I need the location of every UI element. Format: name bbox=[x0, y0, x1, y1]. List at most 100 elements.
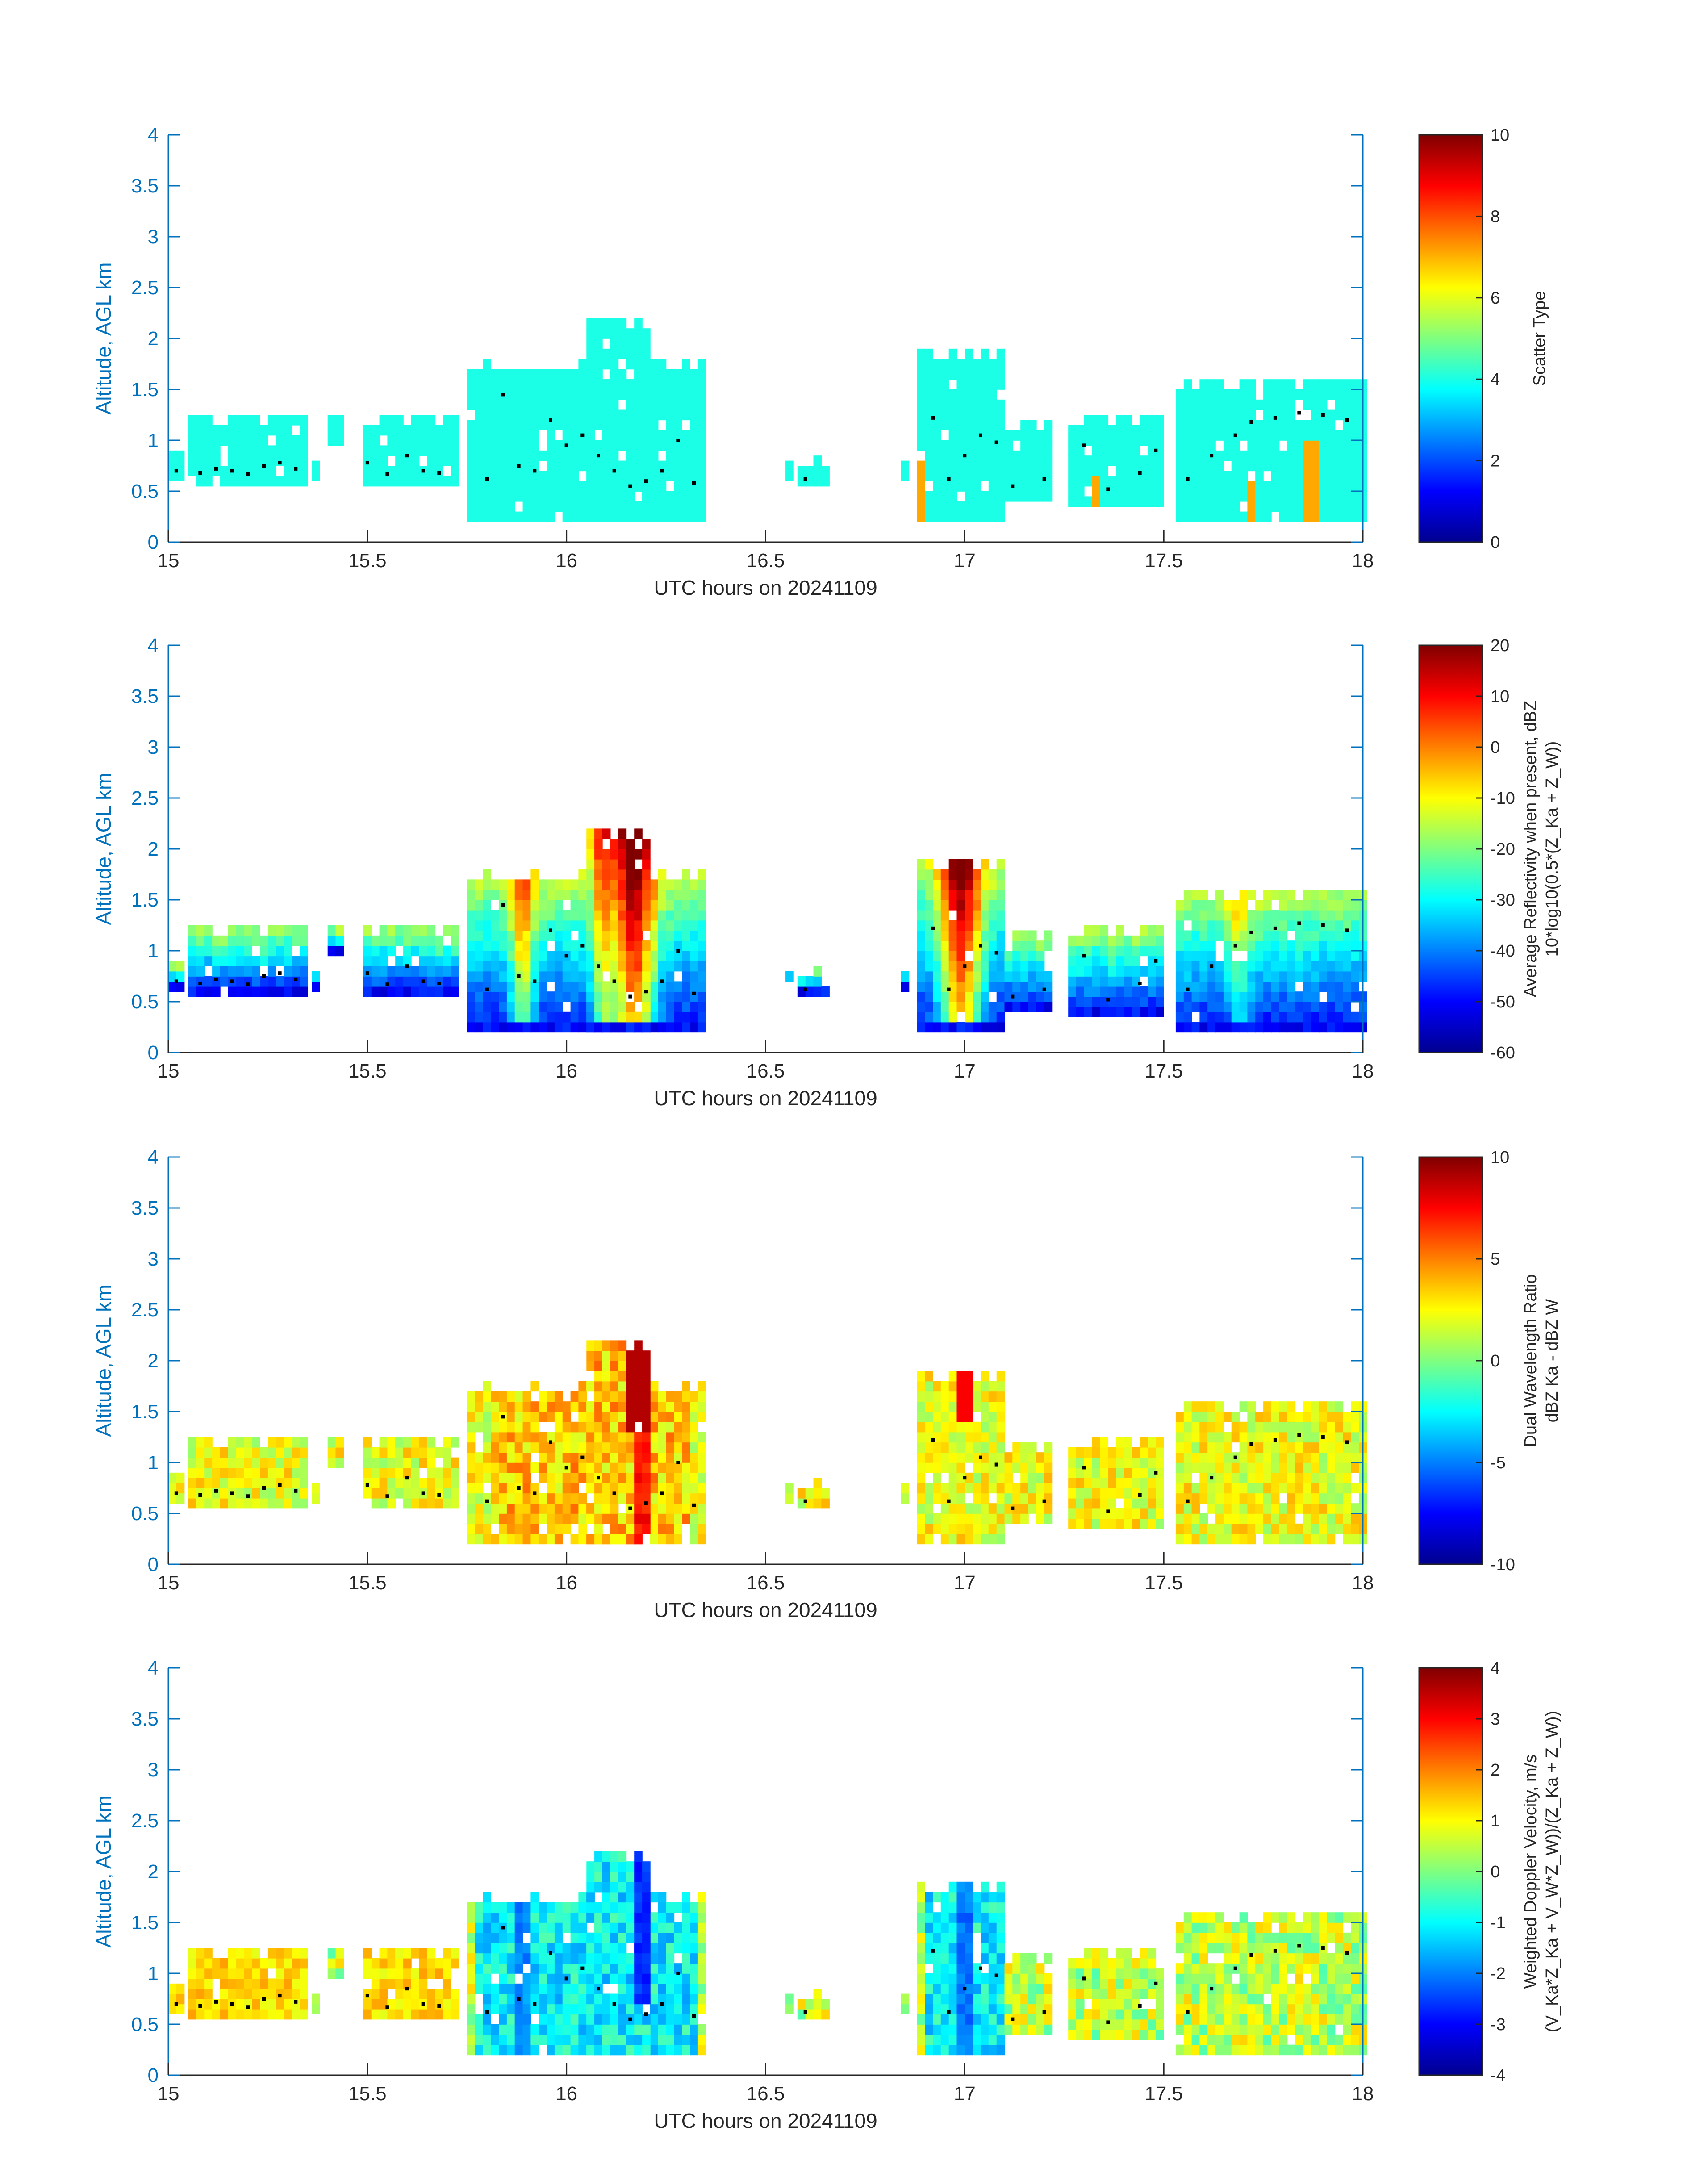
cell bbox=[292, 455, 300, 466]
cell bbox=[658, 1022, 667, 1033]
cell bbox=[204, 945, 213, 957]
cell bbox=[933, 1472, 941, 1483]
cell bbox=[1287, 511, 1296, 522]
cell bbox=[499, 379, 507, 390]
cell bbox=[1327, 1534, 1336, 1545]
cell bbox=[618, 849, 627, 860]
cell bbox=[506, 1922, 515, 1933]
cell bbox=[1012, 460, 1021, 472]
cell bbox=[499, 440, 507, 451]
cell bbox=[1215, 1503, 1224, 1514]
cell bbox=[1271, 501, 1280, 512]
cell bbox=[499, 1483, 507, 1494]
cell bbox=[387, 415, 396, 426]
cell bbox=[1175, 1503, 1184, 1514]
cell bbox=[1319, 450, 1328, 461]
cell bbox=[204, 1488, 213, 1499]
cell bbox=[499, 430, 507, 441]
cell bbox=[642, 430, 651, 441]
cell bbox=[1199, 1534, 1208, 1545]
cell bbox=[387, 935, 396, 946]
cell bbox=[443, 435, 451, 446]
cell bbox=[594, 369, 603, 380]
y-tick-label: 4 bbox=[148, 1146, 159, 1168]
cell bbox=[1351, 460, 1359, 472]
cell bbox=[506, 2034, 515, 2045]
cell bbox=[981, 359, 989, 370]
cell bbox=[1148, 996, 1157, 1007]
cell bbox=[284, 466, 292, 476]
cell bbox=[475, 940, 484, 951]
cell bbox=[522, 379, 531, 390]
cell bbox=[996, 991, 1005, 1002]
cell bbox=[1247, 930, 1256, 941]
cell bbox=[1231, 920, 1240, 931]
cell bbox=[666, 951, 675, 961]
cell bbox=[610, 318, 619, 329]
cell bbox=[690, 961, 698, 972]
cell bbox=[917, 440, 925, 451]
cell bbox=[530, 991, 539, 1002]
cell bbox=[1199, 981, 1208, 992]
cell bbox=[697, 869, 706, 880]
cell bbox=[547, 930, 555, 941]
cell bbox=[901, 981, 910, 992]
cell bbox=[925, 1381, 933, 1392]
cell bbox=[940, 900, 949, 911]
cell bbox=[821, 1488, 830, 1499]
cell bbox=[292, 476, 300, 487]
cell bbox=[1084, 496, 1093, 507]
y-tick-label: 2.5 bbox=[131, 787, 159, 809]
cell bbox=[650, 1483, 659, 1494]
cell bbox=[530, 501, 539, 512]
cell bbox=[419, 1478, 428, 1488]
cell bbox=[917, 501, 925, 512]
melting-layer-point bbox=[421, 979, 425, 983]
cell bbox=[1199, 1412, 1208, 1422]
cell bbox=[1279, 430, 1288, 441]
cell bbox=[1175, 1493, 1184, 1504]
cell bbox=[1004, 981, 1013, 992]
cell bbox=[594, 501, 603, 512]
cell bbox=[578, 1513, 587, 1524]
cell bbox=[634, 389, 643, 400]
cell bbox=[196, 1958, 205, 1969]
cell bbox=[176, 1472, 185, 1483]
cell bbox=[188, 1478, 197, 1488]
cell bbox=[475, 1932, 484, 1943]
cell bbox=[642, 1523, 651, 1534]
cell bbox=[1084, 1478, 1093, 1488]
cell bbox=[1156, 1457, 1164, 1468]
cell bbox=[1183, 1523, 1192, 1534]
cell bbox=[176, 450, 185, 461]
cell bbox=[1036, 1503, 1045, 1514]
cell bbox=[475, 399, 484, 410]
cell bbox=[204, 1478, 213, 1488]
cell bbox=[650, 1534, 659, 1545]
cell bbox=[1295, 491, 1303, 502]
heatmap-cells bbox=[168, 1851, 1367, 2056]
cell bbox=[996, 440, 1005, 451]
cell bbox=[618, 1002, 627, 1012]
cell bbox=[570, 501, 579, 512]
cell bbox=[522, 900, 531, 911]
cell bbox=[1231, 389, 1240, 400]
cell bbox=[996, 501, 1005, 512]
cell bbox=[1255, 511, 1264, 522]
cell bbox=[610, 961, 619, 972]
cell bbox=[1271, 890, 1280, 900]
cell bbox=[196, 466, 205, 476]
cell bbox=[1124, 455, 1132, 466]
cell bbox=[467, 1973, 476, 1984]
cell bbox=[300, 956, 308, 966]
cell bbox=[483, 961, 491, 972]
cell bbox=[1068, 466, 1077, 476]
cell bbox=[1271, 1412, 1280, 1422]
cell bbox=[554, 399, 563, 410]
cell bbox=[626, 1452, 635, 1463]
cell bbox=[292, 1447, 300, 1458]
cell bbox=[682, 471, 690, 481]
cell bbox=[618, 1401, 627, 1412]
cell bbox=[276, 1948, 284, 1959]
cell bbox=[491, 1983, 499, 1994]
